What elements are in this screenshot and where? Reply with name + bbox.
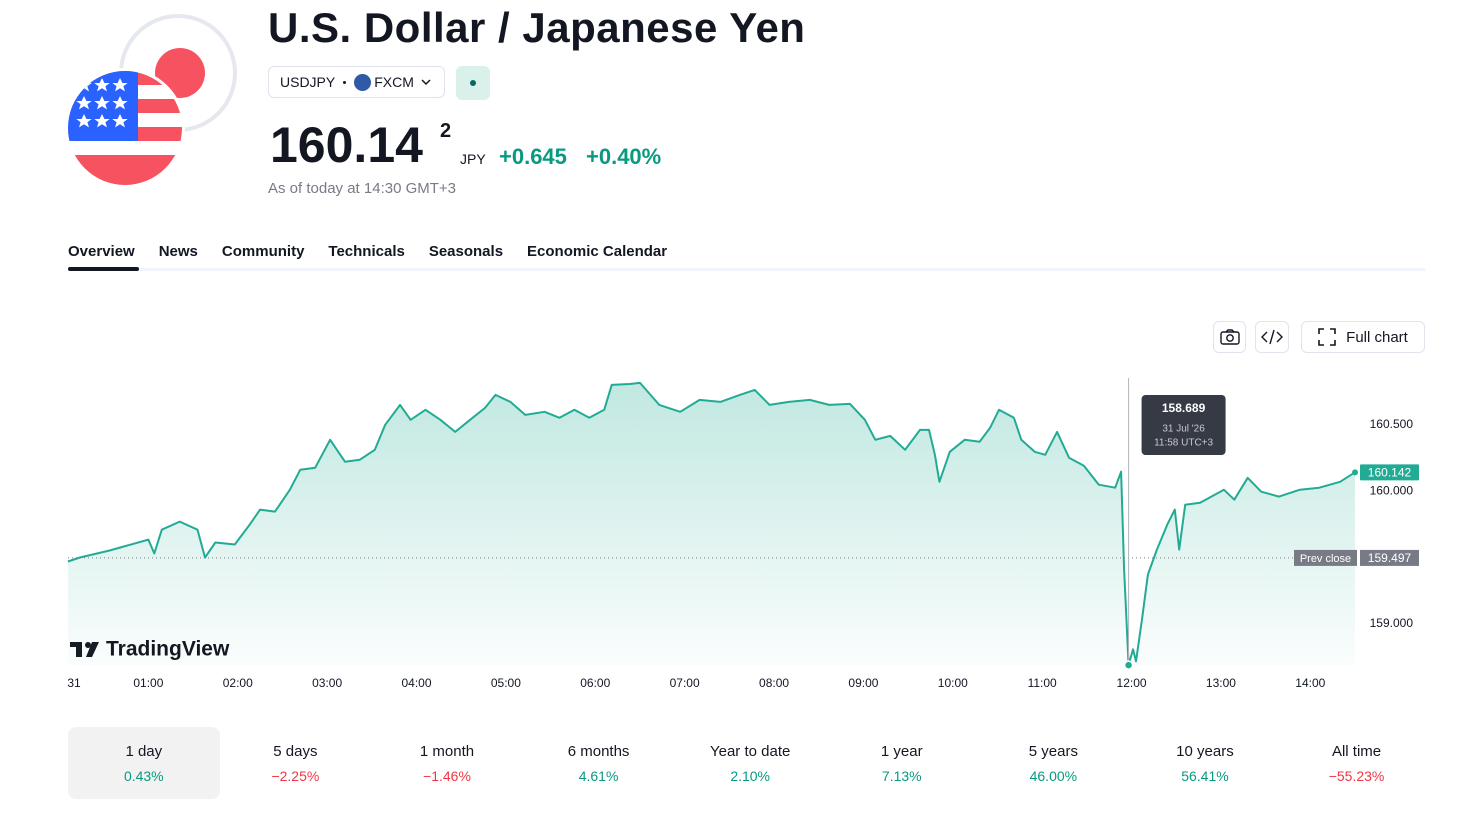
tab-divider [68, 268, 1425, 271]
exchange-icon [354, 73, 372, 91]
full-chart-button[interactable]: Full chart [1301, 321, 1425, 353]
last-price: 160.142 [1368, 466, 1412, 480]
prev-close-tag [1294, 549, 1357, 566]
tab[interactable]: News [158, 243, 198, 260]
tooltip-date: 31 Jul '26 [1162, 424, 1205, 435]
code-icon [1261, 329, 1283, 345]
x-tick-label: 10:00 [938, 676, 968, 690]
x-tick-label: 11:00 [1028, 676, 1057, 690]
periods: 1 day 0.43% 5 days −2.25% 1 month −1.46% 6 mon… [68, 727, 1432, 799]
watermark: TradingView [106, 638, 230, 661]
tab[interactable]: Overview [68, 243, 135, 260]
x-tick-label: 03:00 [312, 676, 342, 690]
period-change: −55.23% [1328, 767, 1385, 784]
period[interactable]: 6 months 4.61% [523, 727, 675, 799]
prev-close-value-tag [1360, 549, 1419, 566]
prev-close-value: 159.497 [1368, 551, 1412, 565]
period-change: 0.43% [123, 767, 164, 784]
period[interactable]: 1 month −1.46% [371, 727, 523, 799]
period-label: 5 years [1028, 742, 1078, 760]
tab-indicator [68, 267, 139, 271]
exchange: FXCM [374, 74, 414, 90]
period-change: −1.46% [423, 767, 471, 784]
plot [67, 381, 1356, 667]
tooltip-value: 158.689 [1162, 401, 1206, 415]
x-tick-label: 31 [67, 676, 81, 690]
market-status[interactable] [456, 66, 490, 100]
period-label: 10 years [1176, 742, 1234, 760]
price-sup: 2 [440, 120, 452, 142]
period[interactable]: Year to date 2.10% [674, 727, 826, 799]
x-tick-label: 07:00 [670, 676, 700, 690]
last-price-tag [1360, 464, 1419, 481]
status-dot [470, 80, 476, 86]
period-label: 1 day [125, 742, 163, 760]
symbol-selector[interactable]: USDJPY FXCM [268, 66, 445, 98]
tab[interactable]: Seasonals [428, 243, 504, 260]
x-tick-label: 06:00 [580, 676, 610, 690]
x-tick-label: 12:00 [1117, 676, 1147, 690]
x-tick-label: 05:00 [491, 676, 521, 690]
period[interactable]: 5 years 46.00% [978, 727, 1130, 799]
page-title: U.S. Dollar / Japanese Yen [268, 4, 806, 51]
last-point [1352, 469, 1358, 476]
period-change: 46.00% [1029, 767, 1078, 784]
chevron [421, 79, 431, 86]
period[interactable]: 1 day 0.43% [68, 727, 220, 799]
x-tick-label: 09:00 [848, 676, 878, 690]
x-tick-label: 13:00 [1206, 676, 1236, 690]
embed-button[interactable] [1255, 321, 1289, 353]
x-tick-label: 08:00 [759, 676, 789, 690]
tooltip-box [1141, 395, 1226, 455]
period-label: 1 year [880, 742, 923, 760]
change-pct: +0.40% [586, 144, 662, 169]
period-change: 2.10% [730, 767, 771, 784]
area-fill [67, 382, 1355, 666]
x-tick-label: 02:00 [223, 676, 253, 690]
period-label: All time [1331, 742, 1382, 760]
currency: JPY [460, 151, 486, 167]
symbol: USDJPY [280, 74, 336, 90]
change: +0.645 [499, 144, 567, 169]
period[interactable]: 5 days −2.25% [220, 727, 372, 799]
period-change: 4.61% [578, 767, 619, 784]
separator-dot [343, 80, 347, 84]
period-change: 7.13% [881, 767, 922, 784]
fullscreen-icon [1318, 328, 1336, 346]
period[interactable]: 1 year 7.13% [826, 727, 978, 799]
x-tick-label: 04:00 [402, 676, 432, 690]
tab[interactable]: Community [221, 243, 305, 260]
y-tick-label: 160.000 [1370, 483, 1414, 497]
tooltip-time: 11:58 UTC+3 [1154, 438, 1213, 449]
prev-close-label: Prev close [1300, 553, 1351, 565]
period-label: 6 months [567, 742, 630, 760]
y-tick-label: 159.000 [1370, 616, 1414, 630]
period-label: Year to date [709, 742, 791, 760]
period-change: −2.25% [271, 767, 320, 784]
camera-icon [1219, 329, 1240, 345]
period-change: 56.41% [1181, 767, 1229, 784]
full-chart-label: Full chart [1346, 328, 1408, 346]
period-label: 5 days [273, 742, 318, 760]
tab[interactable]: Technicals [328, 243, 405, 260]
hover-point [1123, 660, 1134, 670]
tabs: Overview News Community Technicals Seasonals… [68, 243, 667, 268]
price-line [67, 381, 1356, 667]
as-of: As of today at 14:30 GMT+3 [268, 180, 457, 197]
price: 160.14 [270, 117, 423, 173]
period-label: 1 month [419, 742, 475, 760]
x-tick-label: 14:00 [1295, 676, 1325, 690]
x-tick-label: 01:00 [133, 676, 163, 690]
snapshot-button[interactable] [1213, 321, 1246, 353]
y-tick-label: 160.500 [1370, 417, 1414, 431]
period[interactable]: All time −55.23% [1281, 727, 1433, 799]
tab[interactable]: Economic Calendar [527, 243, 668, 260]
period[interactable]: 10 years 56.41% [1129, 727, 1281, 799]
flags [65, 14, 237, 188]
